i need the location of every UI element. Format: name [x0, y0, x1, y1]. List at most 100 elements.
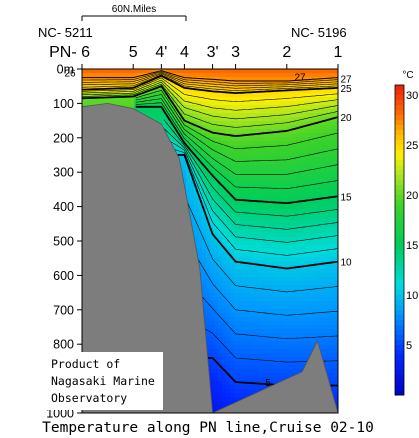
temperature-cell: [234, 249, 239, 254]
temperature-cell: [166, 69, 171, 74]
temperature-cell: [258, 181, 263, 186]
temperature-cell: [214, 185, 219, 190]
temperature-cell: [262, 273, 267, 278]
temperature-cell: [234, 321, 239, 326]
temperature-cell: [266, 121, 271, 126]
temperature-cell: [246, 265, 251, 270]
temperature-cell: [222, 261, 227, 266]
temperature-cell: [118, 81, 123, 86]
temperature-cell: [294, 261, 299, 266]
temperature-cell: [266, 197, 271, 202]
temperature-cell: [258, 117, 263, 122]
temperature-cell: [238, 301, 243, 306]
temperature-cell: [210, 245, 215, 250]
temperature-cell: [262, 205, 267, 210]
temperature-cell: [226, 229, 231, 234]
temperature-cell: [254, 301, 259, 306]
temperature-cell: [306, 113, 311, 118]
temperature-cell: [158, 109, 163, 114]
temperature-cell: [270, 269, 275, 274]
temperature-cell: [242, 321, 247, 326]
temperature-cell: [262, 293, 267, 298]
temperature-cell: [250, 69, 255, 74]
temperature-cell: [230, 217, 235, 222]
temperature-cell: [238, 249, 243, 254]
temperature-cell: [210, 337, 215, 342]
temperature-cell: [258, 201, 263, 206]
temperature-cell: [250, 329, 255, 334]
temperature-cell: [258, 197, 263, 202]
temperature-cell: [266, 245, 271, 250]
temperature-cell: [230, 325, 235, 330]
temperature-cell: [102, 85, 107, 90]
temperature-cell: [298, 253, 303, 258]
temperature-cell: [290, 197, 295, 202]
temperature-cell: [274, 85, 279, 90]
temperature-cell: [254, 157, 259, 162]
temperature-cell: [298, 93, 303, 98]
temperature-cell: [174, 145, 179, 150]
temperature-cell: [230, 149, 235, 154]
temperature-cell: [118, 77, 123, 82]
temperature-cell: [222, 93, 227, 98]
temperature-cell: [302, 361, 307, 366]
temperature-cell: [82, 81, 87, 86]
temperature-cell: [274, 233, 279, 238]
temperature-cell: [274, 241, 279, 246]
temperature-cell: [254, 173, 259, 178]
temperature-cell: [250, 97, 255, 102]
temperature-cell: [258, 177, 263, 182]
temperature-cell: [194, 101, 199, 106]
temperature-cell: [226, 185, 231, 190]
temperature-cell: [290, 149, 295, 154]
temperature-cell: [202, 253, 207, 258]
temperature-cell: [194, 233, 199, 238]
temperature-cell: [214, 173, 219, 178]
temperature-cell: [158, 93, 163, 98]
temperature-cell: [286, 89, 291, 94]
temperature-cell: [218, 145, 223, 150]
temperature-cell: [230, 329, 235, 334]
temperature-cell: [254, 269, 259, 274]
temperature-cell: [294, 353, 299, 358]
temperature-cell: [130, 81, 135, 86]
temperature-cell: [194, 241, 199, 246]
temperature-cell: [250, 153, 255, 158]
temperature-cell: [90, 69, 95, 74]
temperature-cell: [302, 101, 307, 106]
temperature-cell: [266, 353, 271, 358]
temperature-cell: [214, 233, 219, 238]
temperature-cell: [246, 85, 251, 90]
temperature-cell: [258, 241, 263, 246]
temperature-cell: [286, 257, 291, 262]
temperature-cell: [298, 289, 303, 294]
temperature-cell: [294, 341, 299, 346]
temperature-cell: [274, 253, 279, 258]
temperature-cell: [278, 137, 283, 142]
temperature-cell: [214, 97, 219, 102]
temperature-cell: [302, 281, 307, 286]
temperature-cell: [222, 401, 227, 406]
temperature-cell: [206, 197, 211, 202]
temperature-cell: [202, 157, 207, 162]
temperature-cell: [278, 185, 283, 190]
temperature-cell: [310, 225, 315, 230]
temperature-cell: [226, 369, 231, 374]
temperature-cell: [254, 205, 259, 210]
temperature-cell: [194, 237, 199, 242]
temperature-cell: [254, 73, 259, 78]
temperature-cell: [274, 285, 279, 290]
temperature-cell: [90, 97, 95, 102]
temperature-cell: [234, 169, 239, 174]
temperature-cell: [306, 157, 311, 162]
temperature-cell: [262, 309, 267, 314]
temperature-cell: [294, 73, 299, 78]
temperature-cell: [206, 165, 211, 170]
temperature-cell: [242, 233, 247, 238]
temperature-cell: [246, 177, 251, 182]
temperature-cell: [246, 93, 251, 98]
temperature-cell: [194, 177, 199, 182]
temperature-cell: [250, 305, 255, 310]
temperature-cell: [286, 305, 291, 310]
temperature-cell: [282, 113, 287, 118]
